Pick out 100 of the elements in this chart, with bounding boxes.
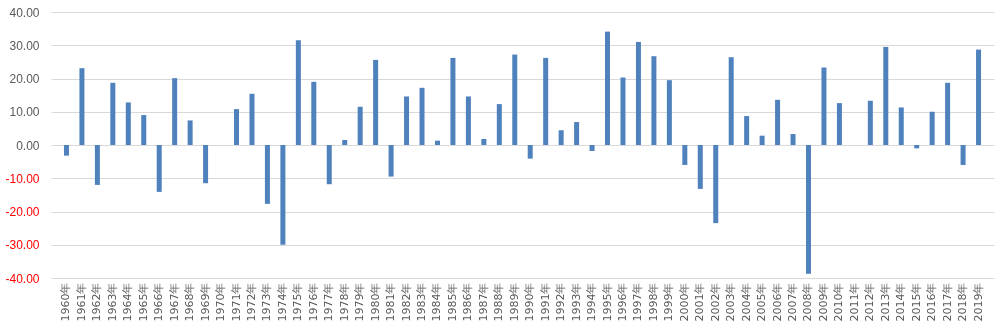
bar	[357, 106, 363, 145]
x-tick-label: 1981年	[384, 282, 398, 322]
bar	[635, 41, 641, 145]
x-tick-label: 1979年	[353, 282, 367, 322]
bar	[404, 96, 410, 145]
x-tick-label: 1989年	[507, 282, 521, 322]
x-tick-label: 2006年	[770, 282, 784, 322]
bar	[836, 103, 842, 145]
x-tick-label: 1978年	[337, 282, 351, 322]
x-tick-label: 1986年	[461, 282, 475, 322]
x-tick-label: 1990年	[523, 282, 537, 322]
y-tick-label: -30.00	[5, 238, 40, 253]
x-tick-label: 1965年	[136, 282, 150, 322]
x-tick-label: 2003年	[724, 282, 738, 322]
x-tick-label: 1969年	[198, 282, 212, 322]
bar	[898, 107, 904, 145]
x-tick-label: 2004年	[739, 282, 753, 322]
x-tick-label: 1976年	[306, 282, 320, 322]
x-tick-label: 2015年	[909, 282, 923, 322]
bar	[605, 31, 611, 145]
bar	[805, 145, 811, 274]
x-tick-label: 1988年	[492, 282, 506, 322]
x-tick-label: 1977年	[322, 282, 336, 322]
bar	[759, 135, 765, 145]
y-tick-label: 10.00	[9, 105, 40, 120]
x-tick-label: 1994年	[585, 282, 599, 322]
bar	[960, 145, 966, 165]
x-tick-label: 1985年	[445, 282, 459, 322]
x-tick-label: 1996年	[615, 282, 629, 322]
x-tick-label: 2012年	[863, 282, 877, 322]
x-tick-label: 2009年	[816, 282, 830, 322]
x-tick-label: 1997年	[631, 282, 645, 322]
bar	[125, 102, 131, 145]
x-tick-label: 2000年	[677, 282, 691, 322]
bar	[373, 59, 379, 145]
x-tick-label: 1971年	[229, 282, 243, 322]
bar	[264, 145, 270, 204]
x-tick-label: 1974年	[275, 282, 289, 322]
y-tick-label: 0.00	[16, 138, 40, 153]
bar	[976, 49, 982, 145]
y-tick-label: 40.00	[9, 5, 40, 20]
x-tick-label: 2007年	[786, 282, 800, 322]
x-tick-label: 2005年	[755, 282, 769, 322]
y-tick-label: 20.00	[9, 72, 40, 86]
x-tick-label: 2002年	[708, 282, 722, 322]
x-tick-label: 2016年	[925, 282, 939, 322]
bar	[728, 57, 734, 145]
bar	[496, 104, 502, 145]
y-tick-label: -10.00	[5, 171, 40, 186]
x-tick-label: 2017年	[940, 282, 954, 322]
bar	[342, 140, 348, 145]
bar	[326, 145, 332, 185]
x-tick-label: 1987年	[476, 282, 490, 322]
x-tick-label: 1980年	[368, 282, 382, 322]
x-tick-label: 1999年	[662, 282, 676, 322]
bar	[790, 134, 796, 145]
x-tick-label: 1993年	[569, 282, 583, 322]
bar	[543, 57, 549, 145]
bar	[883, 46, 889, 145]
bar	[821, 67, 827, 145]
bar	[388, 145, 394, 177]
bar	[682, 145, 688, 165]
x-tick-label: 1975年	[291, 282, 305, 322]
x-tick-label: 2008年	[801, 282, 815, 322]
x-tick-label: 1973年	[260, 282, 274, 322]
x-tick-label: 1992年	[554, 282, 568, 322]
x-tick-label: 1968年	[183, 282, 197, 322]
x-tick-label: 1962年	[90, 282, 104, 322]
bar	[527, 145, 533, 159]
bar	[295, 40, 301, 145]
bar	[419, 87, 425, 145]
x-tick-label: 1984年	[430, 282, 444, 322]
x-tick-label: 1983年	[415, 282, 429, 322]
x-tick-label: 1960年	[59, 282, 73, 322]
x-tick-label: 2011年	[847, 282, 861, 322]
x-tick-label: 1995年	[600, 282, 614, 322]
y-tick-label: 30.00	[9, 38, 40, 53]
x-tick-label: 2018年	[956, 282, 970, 322]
x-tick-label: 1970年	[214, 282, 228, 322]
bar	[697, 145, 703, 189]
y-tick-label: -40.00	[5, 271, 40, 286]
x-tick-label: 1982年	[399, 282, 413, 322]
x-tick-label: 2010年	[832, 282, 846, 322]
bar	[666, 80, 672, 145]
x-tick-label: 2013年	[878, 282, 892, 322]
x-tick-label: 2014年	[894, 282, 908, 322]
x-tick-label: 1963年	[105, 282, 119, 322]
x-tick-label: 1967年	[167, 282, 181, 322]
bar	[249, 93, 255, 145]
x-tick-label: 1991年	[538, 282, 552, 322]
bar	[280, 145, 286, 245]
bar	[481, 139, 487, 145]
x-tick-label: 2019年	[971, 282, 985, 322]
bar	[945, 82, 951, 145]
bar	[94, 145, 100, 185]
x-tick-label: 1964年	[121, 282, 135, 322]
x-tick-label: 1972年	[244, 282, 258, 322]
bar	[434, 140, 440, 145]
bar	[79, 68, 85, 145]
bar	[234, 109, 240, 145]
